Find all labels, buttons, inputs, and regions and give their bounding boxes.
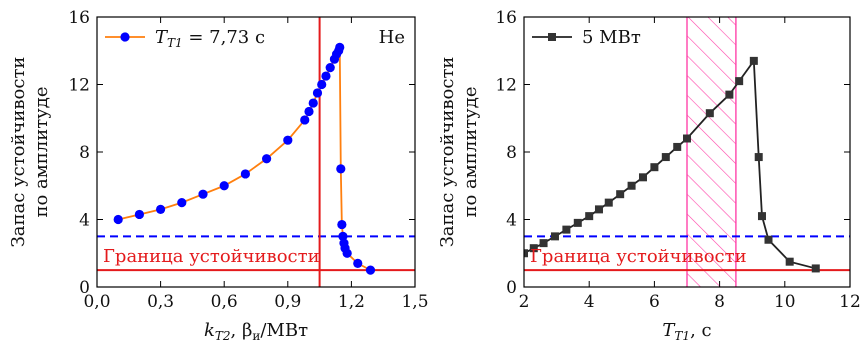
- left-chart: Запас устойчивости по амплитуде 0,0 0,3 0,6…: [8, 8, 429, 343]
- right-chart: Запас устойчивости по амплитуде 2 4 6 8 10 12 0…: [437, 8, 861, 343]
- data-point: [240, 169, 250, 179]
- x-tick-label: 4: [584, 292, 595, 312]
- y-tick-label: 0: [79, 278, 90, 298]
- data-point: [725, 90, 734, 99]
- x-tick-label: 0,0: [83, 292, 110, 312]
- x-tick-label: 0,6: [211, 292, 238, 312]
- data-point: [113, 214, 123, 225]
- data-point: [735, 77, 744, 86]
- data-point: [283, 135, 293, 145]
- data-point: [764, 235, 773, 244]
- data-point: [336, 164, 346, 174]
- stability-boundary-label: Граница устойчивости: [103, 246, 320, 267]
- plot-frame: [96, 16, 416, 288]
- legend-marker: [120, 32, 130, 42]
- data-point: [573, 218, 582, 227]
- legend-label: TT1 = 7,73 с: [155, 27, 265, 50]
- x-tick-label: 1,5: [401, 292, 428, 312]
- data-point: [325, 63, 335, 73]
- x-tick-label: 1,2: [338, 292, 365, 312]
- data-point: [749, 56, 758, 65]
- data-point: [757, 212, 766, 221]
- data-point: [262, 154, 272, 164]
- y-axis-label-line: по амплитуде: [31, 86, 52, 217]
- corner-annotation: Не: [379, 27, 405, 48]
- y-tick-label: 0: [506, 278, 517, 298]
- data-point: [337, 219, 347, 230]
- x-axis-label: TT1, с: [662, 320, 711, 343]
- data-point: [300, 115, 310, 125]
- data-point: [650, 163, 659, 172]
- x-tick-label: 0,3: [147, 292, 174, 312]
- data-point: [616, 190, 625, 199]
- y-axis-label: Запас устойчивости по амплитуде: [8, 57, 52, 248]
- data-point: [811, 264, 820, 273]
- data-point: [705, 109, 714, 118]
- data-point: [627, 181, 636, 190]
- data-point: [177, 198, 187, 208]
- y-tick-label: 12: [68, 76, 90, 96]
- data-point: [308, 98, 318, 108]
- y-tick-label: 4: [79, 211, 90, 231]
- y-axis-label-line: Запас устойчивости: [8, 57, 29, 248]
- shaded-region: [687, 17, 736, 287]
- data-point: [317, 79, 327, 90]
- data-point: [539, 239, 548, 248]
- stability-boundary-label: Граница устойчивости: [530, 246, 747, 267]
- y-tick-label: 16: [68, 8, 90, 28]
- data-point: [529, 244, 538, 253]
- plot-frame: [523, 16, 851, 288]
- legend: 5 МВт: [532, 27, 641, 48]
- x-axis-label: kT2, βи/МВт: [204, 320, 308, 343]
- data-point: [304, 106, 314, 117]
- x-tick-label: 0,9: [274, 292, 301, 312]
- y-axis-label: Запас устойчивости по амплитуде: [437, 57, 481, 248]
- legend-label: 5 МВт: [582, 27, 641, 48]
- x-tick-label: 10: [774, 292, 796, 312]
- x-tick-label: 8: [714, 292, 725, 312]
- data-point: [638, 173, 647, 182]
- y-axis-label-line: Запас устойчивости: [437, 57, 458, 248]
- data-point: [661, 153, 670, 162]
- data-point: [353, 258, 363, 268]
- data-point: [524, 249, 528, 258]
- data-point: [673, 142, 682, 151]
- data-point: [683, 134, 691, 143]
- y-axis-label-line: по амплитуде: [460, 86, 481, 217]
- data-point: [342, 248, 352, 258]
- data-point: [335, 42, 345, 52]
- data-point: [585, 212, 594, 221]
- legend: TT1 = 7,73 с: [105, 27, 265, 50]
- data-point: [312, 88, 323, 98]
- x-tick-label: 2: [519, 292, 530, 312]
- x-tick-label: 6: [649, 292, 660, 312]
- y-tick-label: 8: [506, 143, 517, 163]
- y-tick-label: 12: [495, 76, 517, 96]
- y-tick-label: 16: [495, 8, 517, 28]
- y-tick-label: 8: [79, 143, 90, 163]
- data-point: [594, 205, 603, 214]
- data-point: [604, 198, 613, 207]
- data-point: [198, 189, 208, 199]
- y-tick-label: 4: [506, 211, 517, 231]
- data-point: [785, 257, 794, 266]
- data-point: [219, 181, 229, 191]
- data-point: [550, 232, 559, 241]
- data-point: [134, 209, 144, 220]
- data-point: [321, 71, 331, 81]
- data-point: [156, 204, 166, 214]
- x-tick-label: 12: [839, 292, 861, 312]
- data-point: [338, 231, 348, 241]
- data-point: [754, 153, 763, 162]
- data-point: [365, 265, 376, 275]
- data-point: [562, 225, 571, 234]
- legend-marker: [548, 33, 556, 41]
